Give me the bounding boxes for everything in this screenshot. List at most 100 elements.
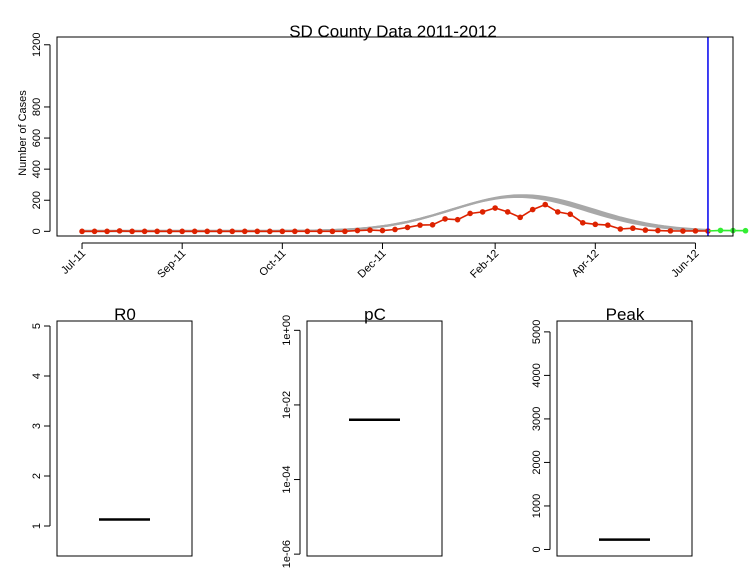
- observed-point: [317, 228, 323, 235]
- observed-point: [429, 222, 436, 228]
- observed-point: [279, 228, 286, 235]
- model-curve: [82, 195, 709, 233]
- observed-point: [542, 201, 549, 208]
- y-tick-label: 1200: [31, 33, 43, 57]
- observed-point: [367, 227, 373, 233]
- observed-point: [529, 206, 536, 213]
- observed-point: [154, 228, 160, 235]
- panel-r0-title: R0: [114, 305, 136, 324]
- panel-r0-axis: 1 2 3 4 5: [31, 323, 51, 529]
- panel-tick-label: 2000: [531, 450, 543, 474]
- observed-point: [479, 209, 486, 215]
- panel-r0-frame: [56, 320, 193, 557]
- x-axis: Jul-11 Sep-11 Oct-11 Dec-11 Feb-12 Apr-12 Jun-…: [59, 242, 702, 281]
- x-tick-label: Jul-11: [59, 248, 88, 277]
- observed-point: [692, 228, 699, 234]
- panel-tick-label: 5: [31, 323, 43, 329]
- y-tick-label: 600: [31, 129, 43, 147]
- future-series: [707, 227, 749, 234]
- panel-tick-label: 1e-04: [281, 465, 293, 493]
- observed-point: [91, 228, 98, 235]
- observed-point: [354, 227, 361, 234]
- x-tick-label: Sep-11: [155, 248, 188, 281]
- x-tick-label: Apr-12: [570, 248, 602, 280]
- observed-point: [254, 228, 261, 235]
- plot-frame: [56, 36, 734, 237]
- observed-point: [329, 228, 336, 235]
- observed-point: [216, 228, 223, 235]
- observed-point: [454, 216, 461, 223]
- observed-point: [642, 227, 649, 233]
- observed-point: [204, 228, 211, 235]
- panel-pc-axis: 1e-06 1e-04 1e-02 1e+00: [281, 315, 301, 568]
- observed-point: [116, 228, 123, 234]
- panel-peak-title: Peak: [606, 305, 645, 324]
- panel-tick-label: 1e-06: [281, 540, 293, 568]
- future-point: [717, 227, 724, 234]
- panel-tick-label: 1: [31, 523, 43, 529]
- panel-pc-frame: [306, 320, 443, 557]
- observed-point: [379, 227, 386, 234]
- y-axis-label: Number of Cases: [17, 90, 29, 176]
- y-tick-label: 800: [31, 98, 43, 116]
- observed-series: [79, 201, 711, 235]
- model-curves: [82, 194, 709, 233]
- observed-point: [129, 228, 135, 235]
- observed-point: [392, 226, 398, 233]
- observed-point: [417, 222, 423, 228]
- panel-tick-label: 2: [31, 473, 43, 479]
- observed-point: [267, 228, 273, 235]
- x-tick-label: Jun-12: [669, 248, 701, 280]
- panel-peak-frame: [556, 320, 693, 557]
- y-tick-label: 200: [31, 191, 43, 209]
- observed-point: [404, 224, 411, 231]
- y-axis: 0 200 400 600 800 1200: [31, 33, 51, 234]
- observed-point: [504, 209, 511, 215]
- panel-pc-title: pC: [364, 305, 386, 324]
- panel-tick-label: 3: [31, 423, 43, 429]
- observed-point: [492, 205, 498, 211]
- observed-point: [79, 228, 85, 235]
- panel-tick-label: 0: [531, 546, 543, 552]
- panel-tick-label: 4000: [531, 363, 543, 387]
- observed-point: [655, 227, 661, 234]
- observed-point: [179, 228, 185, 235]
- observed-point: [630, 225, 636, 232]
- panel-peak-axis: 0 1000 2000 3000 4000 5000: [531, 320, 551, 553]
- observed-point: [442, 216, 448, 222]
- panel-tick-label: 1e+00: [281, 315, 293, 346]
- observed-point: [680, 228, 686, 234]
- observed-point: [229, 228, 236, 235]
- observed-point: [342, 228, 348, 235]
- chart-title: SD County Data 2011-2012: [289, 22, 497, 41]
- observed-point: [166, 228, 173, 235]
- y-tick-label: 0: [31, 228, 43, 234]
- panel-tick-label: 1e-02: [281, 391, 293, 419]
- observed-point: [191, 228, 198, 235]
- observed-point: [579, 219, 586, 226]
- observed-point: [567, 211, 574, 218]
- observed-point: [517, 214, 523, 221]
- panel-tick-label: 4: [31, 373, 43, 379]
- observed-point: [304, 228, 311, 235]
- y-tick-label: 400: [31, 160, 43, 178]
- future-point: [742, 227, 749, 234]
- observed-point: [667, 228, 674, 234]
- observed-point: [104, 228, 110, 235]
- observed-point: [592, 221, 599, 228]
- observed-point: [617, 226, 624, 232]
- x-tick-label: Oct-11: [257, 248, 288, 279]
- observed-point: [292, 228, 298, 235]
- observed-point: [467, 210, 473, 217]
- panel-tick-label: 5000: [531, 320, 543, 344]
- observed-point: [605, 222, 611, 228]
- x-tick-label: Dec-11: [356, 248, 389, 281]
- future-line: [707, 229, 746, 232]
- model-curve: [82, 194, 709, 233]
- observed-point: [554, 209, 561, 215]
- x-tick-label: Feb-12: [468, 248, 501, 281]
- model-curve: [82, 194, 709, 233]
- observed-point: [241, 228, 248, 235]
- panel-tick-label: 1000: [531, 494, 543, 518]
